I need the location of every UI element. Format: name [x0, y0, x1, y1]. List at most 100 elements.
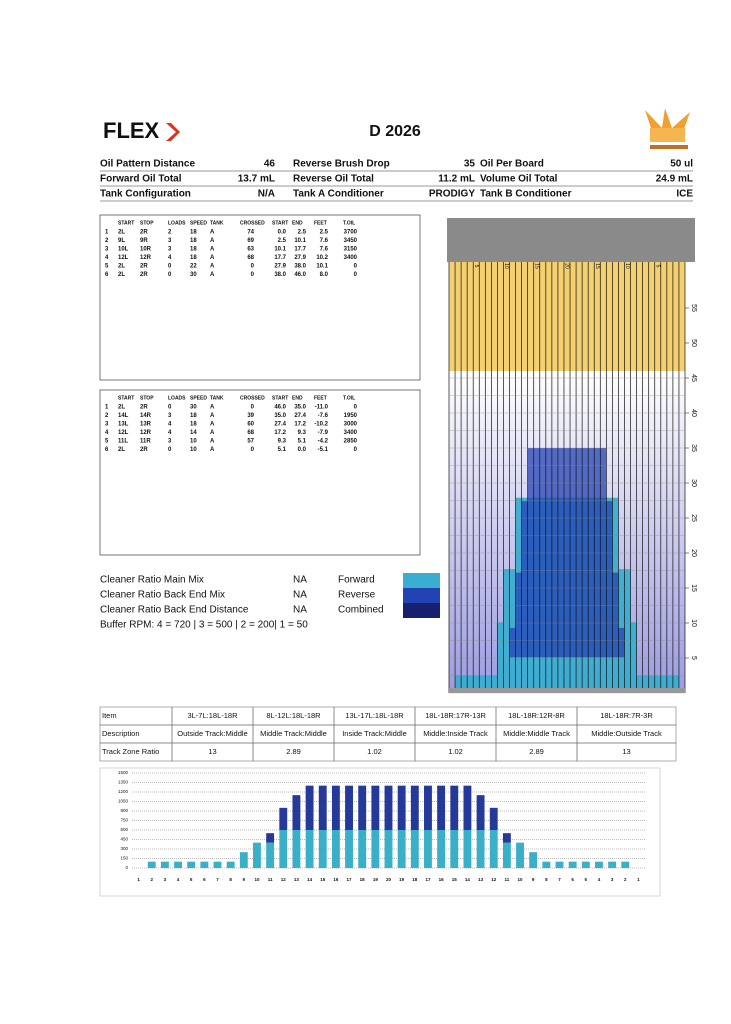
oil-block — [521, 501, 613, 573]
table-cell: 2R — [140, 447, 148, 453]
table-cell: -7.9 — [318, 430, 329, 436]
x-tick-label: 4 — [177, 877, 180, 882]
column-header: START — [272, 395, 288, 401]
column-header: START — [118, 395, 134, 401]
bar — [266, 842, 275, 868]
lane-foul — [449, 688, 685, 693]
table-cell: 6 — [105, 447, 109, 453]
table-cell: 7.6 — [320, 238, 329, 244]
x-tick-label: 8 — [545, 877, 548, 882]
legend-label: Forward — [338, 575, 375, 586]
table-cell: 2L — [118, 272, 125, 278]
x-tick-label: 11 — [505, 877, 510, 882]
bar — [542, 861, 551, 868]
table-cell: -4.2 — [318, 439, 329, 445]
x-tick-label: 1 — [637, 877, 640, 882]
table-cell: 3450 — [344, 238, 358, 244]
bar — [345, 830, 353, 868]
bar — [147, 861, 156, 868]
table-cell: 0 — [354, 272, 358, 278]
y-tick-label: 150 — [120, 856, 128, 861]
zone-cell — [576, 742, 677, 762]
legend-swatch — [403, 573, 440, 588]
table-cell: 12R — [140, 255, 152, 261]
zone-text: Track Zone Ratio — [102, 747, 159, 756]
zone-text: Item — [102, 711, 117, 720]
distance-label: 40 — [690, 409, 697, 417]
table-cell: 0.0 — [278, 230, 287, 236]
x-tick-label: 11 — [268, 877, 273, 882]
column-header: T.OIL — [343, 395, 355, 401]
x-tick-label: 20 — [386, 877, 392, 882]
table-cell: 2R — [140, 405, 148, 411]
y-tick-label: 600 — [120, 827, 128, 832]
x-tick-label: 15 — [320, 877, 326, 882]
column-header: CROSSED — [240, 395, 265, 401]
legend-label: Combined — [338, 605, 384, 616]
table-cell: -5.1 — [318, 447, 329, 453]
table-cell: 46.0 — [294, 272, 306, 278]
table-cell: 2 — [105, 413, 109, 419]
bar — [529, 852, 538, 868]
table-cell: 0 — [354, 447, 358, 453]
x-tick-label: 14 — [465, 877, 471, 882]
table-cell: 2.5 — [320, 230, 329, 236]
table-cell: A — [210, 447, 215, 453]
arrow-label: 15 — [594, 263, 600, 269]
zone-text: 18L-18R:17R-13R — [425, 711, 486, 720]
cleaner-label: Cleaner Ratio Back End Distance — [100, 605, 249, 616]
table-cell: A — [210, 422, 215, 428]
table-cell: 57 — [247, 439, 254, 445]
table-cell: 11L — [118, 439, 128, 445]
y-tick-label: 1200 — [118, 789, 129, 794]
spec-value: 46 — [264, 159, 276, 170]
x-tick-label: 13 — [478, 877, 484, 882]
arrow-label: 5 — [654, 265, 660, 268]
column-header: CROSSED — [240, 220, 265, 226]
table-cell: 9R — [140, 238, 148, 244]
table-cell: 12L — [118, 430, 129, 436]
y-tick-label: 1500 — [118, 770, 129, 775]
sheet-title: D 2026 — [369, 123, 421, 140]
bar — [371, 785, 380, 830]
table-cell: 7.6 — [320, 247, 329, 253]
table-cell: 2R — [140, 230, 148, 236]
table-cell: 46.0 — [274, 405, 286, 411]
table-cell: 13L — [118, 422, 129, 428]
table-cell: 63 — [247, 247, 254, 253]
lane-top — [447, 218, 695, 262]
bar — [384, 830, 393, 868]
y-tick-label: 0 — [125, 865, 128, 870]
cleaner-value: NA — [293, 575, 307, 586]
spec-label: Forward Oil Total — [100, 174, 182, 185]
table-cell: 4 — [168, 422, 172, 428]
cleaner-label: Cleaner Ratio Main Mix — [100, 575, 204, 586]
table-cell: A — [210, 264, 215, 270]
x-tick-label: 17 — [425, 877, 431, 882]
table-cell: 35.0 — [294, 405, 306, 411]
table-cell: 9.3 — [278, 439, 287, 445]
spec-label: Oil Pattern Distance — [100, 159, 195, 170]
table-cell: 5 — [105, 439, 109, 445]
x-tick-label: 16 — [333, 877, 339, 882]
table-cell: 3 — [168, 238, 172, 244]
zone-text: Middle:Middle Track — [503, 729, 570, 738]
zone-text: 18L-18R:7R-3R — [600, 711, 653, 720]
table-cell: A — [210, 238, 215, 244]
table-cell: 39 — [247, 413, 254, 419]
table-box — [99, 214, 421, 381]
table-cell: 2850 — [344, 439, 358, 445]
table-cell: 17.2 — [294, 422, 306, 428]
table-cell: 27.4 — [274, 422, 286, 428]
bar — [502, 833, 511, 843]
table-cell: 18 — [190, 255, 197, 261]
table-cell: 2R — [140, 272, 148, 278]
bar — [410, 785, 419, 830]
table-cell: 69 — [247, 238, 254, 244]
table-cell: 0 — [251, 405, 255, 411]
table-cell: 68 — [247, 255, 254, 261]
bar — [331, 785, 340, 830]
table-cell: 18 — [190, 422, 197, 428]
x-tick-label: 18 — [412, 877, 418, 882]
